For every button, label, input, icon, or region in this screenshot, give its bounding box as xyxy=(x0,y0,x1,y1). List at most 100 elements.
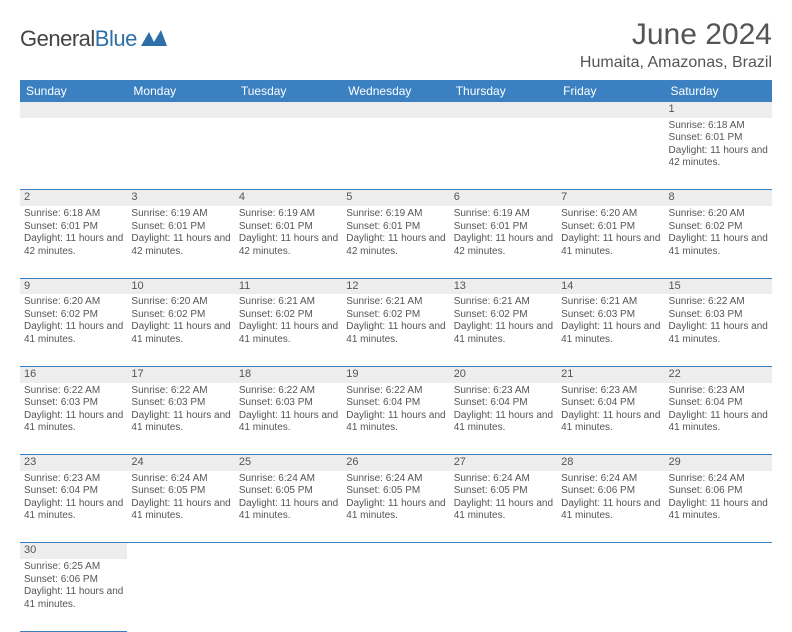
day-content-cell: Sunrise: 6:19 AMSunset: 6:01 PMDaylight:… xyxy=(127,206,234,278)
sunrise-line: Sunrise: 6:20 AM xyxy=(24,296,123,309)
weekday-header: Thursday xyxy=(450,80,557,102)
daylight-line: Daylight: 11 hours and 42 minutes. xyxy=(346,233,445,258)
sunset-line: Sunset: 6:01 PM xyxy=(346,221,445,234)
day-content-cell: Sunrise: 6:19 AMSunset: 6:01 PMDaylight:… xyxy=(342,206,449,278)
day-number-cell xyxy=(450,102,557,118)
day-content-cell: Sunrise: 6:22 AMSunset: 6:04 PMDaylight:… xyxy=(342,383,449,455)
weekday-header: Monday xyxy=(127,80,234,102)
weekday-header: Saturday xyxy=(665,80,772,102)
day-number-cell xyxy=(235,102,342,118)
day-content-cell: Sunrise: 6:21 AMSunset: 6:03 PMDaylight:… xyxy=(557,294,664,366)
daylight-line: Daylight: 11 hours and 41 minutes. xyxy=(24,498,123,523)
sunrise-line: Sunrise: 6:21 AM xyxy=(239,296,338,309)
sunset-line: Sunset: 6:02 PM xyxy=(24,309,123,322)
day-number-cell: 1 xyxy=(665,102,772,118)
weekday-header: Friday xyxy=(557,80,664,102)
sunrise-line: Sunrise: 6:23 AM xyxy=(561,385,660,398)
logo-mark-icon xyxy=(141,30,167,48)
sunset-line: Sunset: 6:04 PM xyxy=(24,485,123,498)
sunset-line: Sunset: 6:03 PM xyxy=(24,397,123,410)
daylight-line: Daylight: 11 hours and 41 minutes. xyxy=(346,321,445,346)
day-number-cell: 23 xyxy=(20,455,127,471)
daylight-line: Daylight: 11 hours and 41 minutes. xyxy=(131,498,230,523)
day-number-cell xyxy=(342,102,449,118)
header: GeneralBlue June 2024 Humaita, Amazonas,… xyxy=(20,18,772,72)
sunrise-line: Sunrise: 6:20 AM xyxy=(561,208,660,221)
day-content-cell: Sunrise: 6:22 AMSunset: 6:03 PMDaylight:… xyxy=(127,383,234,455)
day-content-cell xyxy=(235,559,342,631)
day-content-cell: Sunrise: 6:24 AMSunset: 6:05 PMDaylight:… xyxy=(342,471,449,543)
day-content-cell: Sunrise: 6:21 AMSunset: 6:02 PMDaylight:… xyxy=(342,294,449,366)
logo-text: GeneralBlue xyxy=(20,26,137,52)
day-number-cell: 19 xyxy=(342,366,449,382)
daylight-line: Daylight: 11 hours and 41 minutes. xyxy=(346,498,445,523)
sunset-line: Sunset: 6:02 PM xyxy=(454,309,553,322)
sunrise-line: Sunrise: 6:19 AM xyxy=(454,208,553,221)
sunrise-line: Sunrise: 6:19 AM xyxy=(239,208,338,221)
daylight-line: Daylight: 11 hours and 41 minutes. xyxy=(561,410,660,435)
day-content-cell xyxy=(342,118,449,190)
sunrise-line: Sunrise: 6:24 AM xyxy=(561,473,660,486)
day-number-row: 2345678 xyxy=(20,190,772,206)
daylight-line: Daylight: 11 hours and 41 minutes. xyxy=(454,321,553,346)
day-content-cell xyxy=(127,118,234,190)
day-content-cell: Sunrise: 6:25 AMSunset: 6:06 PMDaylight:… xyxy=(20,559,127,631)
day-content-row: Sunrise: 6:23 AMSunset: 6:04 PMDaylight:… xyxy=(20,471,772,543)
day-number-row: 30 xyxy=(20,543,772,559)
sunset-line: Sunset: 6:06 PM xyxy=(561,485,660,498)
sunrise-line: Sunrise: 6:18 AM xyxy=(24,208,123,221)
sunset-line: Sunset: 6:06 PM xyxy=(669,485,768,498)
day-content-cell xyxy=(20,118,127,190)
day-number-cell: 13 xyxy=(450,278,557,294)
day-number-cell: 27 xyxy=(450,455,557,471)
day-number-cell: 15 xyxy=(665,278,772,294)
sunrise-line: Sunrise: 6:20 AM xyxy=(669,208,768,221)
sunrise-line: Sunrise: 6:22 AM xyxy=(239,385,338,398)
sunrise-line: Sunrise: 6:22 AM xyxy=(131,385,230,398)
sunset-line: Sunset: 6:03 PM xyxy=(131,397,230,410)
daylight-line: Daylight: 11 hours and 41 minutes. xyxy=(669,321,768,346)
page-title: June 2024 xyxy=(580,18,772,52)
day-content-cell: Sunrise: 6:20 AMSunset: 6:01 PMDaylight:… xyxy=(557,206,664,278)
daylight-line: Daylight: 11 hours and 42 minutes. xyxy=(669,145,768,170)
sunrise-line: Sunrise: 6:19 AM xyxy=(346,208,445,221)
sunset-line: Sunset: 6:03 PM xyxy=(239,397,338,410)
weekday-header: Sunday xyxy=(20,80,127,102)
day-content-cell: Sunrise: 6:23 AMSunset: 6:04 PMDaylight:… xyxy=(20,471,127,543)
sunset-line: Sunset: 6:04 PM xyxy=(346,397,445,410)
day-number-cell: 30 xyxy=(20,543,127,559)
sunset-line: Sunset: 6:04 PM xyxy=(454,397,553,410)
sunset-line: Sunset: 6:05 PM xyxy=(239,485,338,498)
day-number-cell: 16 xyxy=(20,366,127,382)
sunset-line: Sunset: 6:05 PM xyxy=(346,485,445,498)
day-number-cell: 22 xyxy=(665,366,772,382)
day-number-cell: 9 xyxy=(20,278,127,294)
day-content-cell: Sunrise: 6:24 AMSunset: 6:06 PMDaylight:… xyxy=(665,471,772,543)
daylight-line: Daylight: 11 hours and 42 minutes. xyxy=(24,233,123,258)
day-content-cell: Sunrise: 6:24 AMSunset: 6:05 PMDaylight:… xyxy=(235,471,342,543)
sunset-line: Sunset: 6:05 PM xyxy=(131,485,230,498)
day-content-cell: Sunrise: 6:20 AMSunset: 6:02 PMDaylight:… xyxy=(665,206,772,278)
day-content-cell xyxy=(235,118,342,190)
daylight-line: Daylight: 11 hours and 41 minutes. xyxy=(669,410,768,435)
daylight-line: Daylight: 11 hours and 42 minutes. xyxy=(454,233,553,258)
day-number-cell: 4 xyxy=(235,190,342,206)
day-number-cell xyxy=(557,102,664,118)
sunrise-line: Sunrise: 6:20 AM xyxy=(131,296,230,309)
day-number-cell: 2 xyxy=(20,190,127,206)
day-content-cell: Sunrise: 6:19 AMSunset: 6:01 PMDaylight:… xyxy=(450,206,557,278)
sunrise-line: Sunrise: 6:24 AM xyxy=(346,473,445,486)
day-content-cell xyxy=(450,559,557,631)
day-content-cell: Sunrise: 6:23 AMSunset: 6:04 PMDaylight:… xyxy=(557,383,664,455)
sunrise-line: Sunrise: 6:24 AM xyxy=(454,473,553,486)
sunrise-line: Sunrise: 6:24 AM xyxy=(669,473,768,486)
daylight-line: Daylight: 11 hours and 41 minutes. xyxy=(24,321,123,346)
day-number-cell: 25 xyxy=(235,455,342,471)
sunset-line: Sunset: 6:01 PM xyxy=(24,221,123,234)
day-number-cell xyxy=(342,543,449,559)
logo: GeneralBlue xyxy=(20,26,167,52)
daylight-line: Daylight: 11 hours and 42 minutes. xyxy=(131,233,230,258)
day-content-cell: Sunrise: 6:21 AMSunset: 6:02 PMDaylight:… xyxy=(450,294,557,366)
day-number-cell: 20 xyxy=(450,366,557,382)
day-content-cell: Sunrise: 6:24 AMSunset: 6:05 PMDaylight:… xyxy=(127,471,234,543)
